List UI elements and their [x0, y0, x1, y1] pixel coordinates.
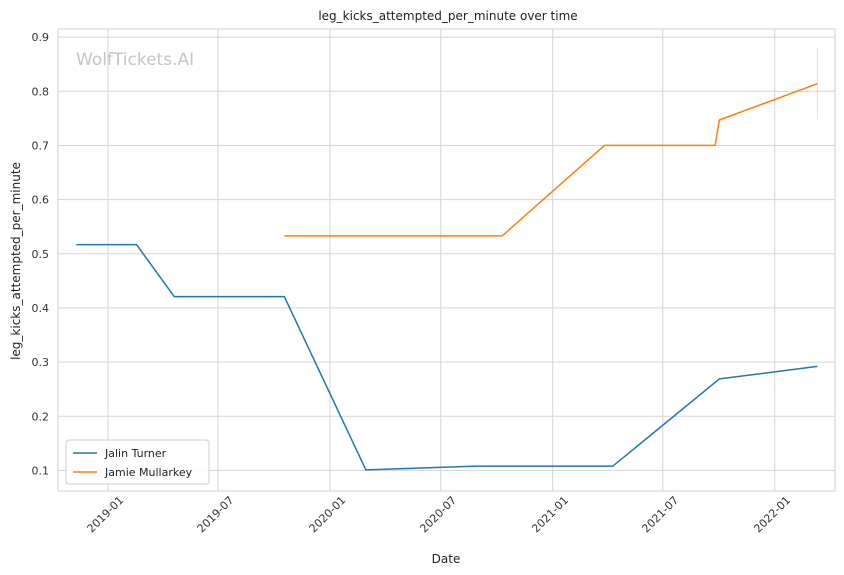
y-tick-label: 0.6: [32, 194, 50, 207]
y-tick-label: 0.4: [32, 302, 50, 315]
y-tick-label: 0.1: [32, 464, 50, 477]
y-tick-label: 0.8: [32, 85, 50, 98]
y-tick-label: 0.5: [32, 248, 50, 261]
series-line-jalin-turner: [76, 243, 818, 471]
x-axis-label: Date: [432, 552, 461, 566]
legend-box: [65, 439, 210, 485]
y-tick-label: 0.9: [32, 31, 50, 44]
legend: Jalin Turner Jamie Mullarkey: [65, 439, 210, 485]
legend-label: Jalin Turner: [104, 447, 167, 460]
chart-title: leg_kicks_attempted_per_minute over time: [318, 9, 577, 23]
series-lines: [76, 47, 818, 471]
y-tick-label: 0.2: [32, 410, 50, 423]
plot-frame: [57, 28, 836, 492]
y-tick-label: 0.7: [32, 139, 50, 152]
watermark: WolfTickets.AI: [76, 50, 194, 70]
y-tick-label: 0.3: [32, 356, 50, 369]
legend-label: Jamie Mullarkey: [104, 466, 193, 479]
series-line-jamie-mullarkey: [284, 82, 818, 237]
y-axis-label: leg_kicks_attempted_per_minute: [9, 162, 23, 360]
y-axis-ticks: 0.1 0.2 0.3 0.4 0.5 0.6 0.7 0.8 0.9: [32, 31, 50, 477]
